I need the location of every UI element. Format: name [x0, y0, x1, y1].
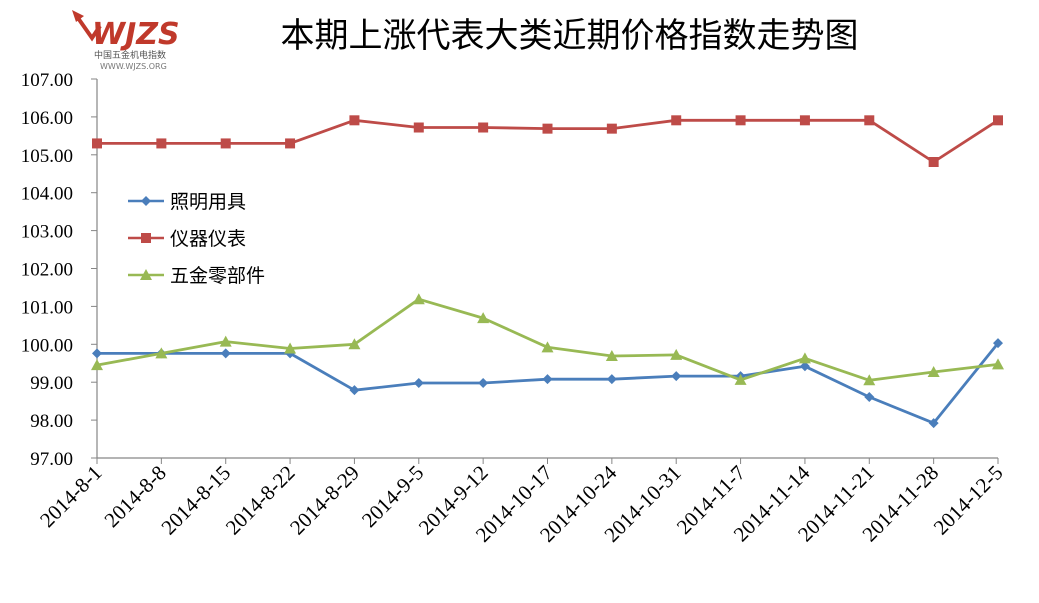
legend-label: 照明用具: [170, 191, 247, 213]
data-point: [285, 138, 296, 149]
data-point: [928, 418, 939, 429]
data-point: [284, 342, 297, 354]
y-tick-label: 105.00: [21, 146, 73, 167]
chart-title: 本期上涨代表大类近期价格指数走势图: [280, 16, 859, 56]
logo-brand: WJZS: [92, 17, 180, 52]
data-point: [92, 138, 102, 149]
data-point: [542, 123, 553, 134]
data-point: [156, 138, 167, 149]
data-point: [605, 350, 618, 362]
data-point: [606, 123, 617, 134]
series-line-3: [96, 297, 999, 382]
data-point: [735, 115, 746, 126]
y-tick-label: 99.00: [30, 373, 73, 394]
data-point: [92, 348, 102, 359]
data-point: [993, 115, 1003, 126]
data-point: [220, 348, 231, 359]
data-point: [993, 338, 1003, 349]
logo-subtitle: 中国五金机电指数: [94, 49, 166, 61]
data-point: [798, 352, 811, 364]
data-point: [671, 115, 682, 126]
legend-item: 五金零部件: [128, 256, 265, 293]
data-point: [478, 122, 489, 133]
y-tick-label: 106.00: [21, 108, 73, 129]
data-point: [734, 373, 747, 385]
data-point: [542, 374, 553, 385]
data-point: [413, 377, 424, 388]
y-tick-label: 102.00: [21, 260, 73, 281]
data-point: [928, 157, 939, 168]
data-point: [478, 377, 489, 388]
y-tick-label: 103.00: [21, 222, 73, 243]
data-point: [864, 115, 875, 126]
data-point: [864, 391, 875, 402]
data-point: [671, 371, 682, 382]
data-point: [155, 347, 168, 359]
x-tick-label: 2014-8-1: [35, 461, 106, 532]
y-tick-label: 101.00: [21, 297, 73, 318]
data-point: [477, 312, 490, 324]
data-point: [412, 293, 425, 305]
data-point: [541, 341, 554, 353]
x-tick-label: 2014-8-22: [221, 461, 300, 540]
data-point: [927, 365, 940, 377]
x-tick-label: 2014-12-5: [929, 461, 1008, 540]
legend: 照明用具 仪器仪表 五金零部件: [128, 182, 265, 293]
data-point: [863, 374, 876, 386]
data-point: [670, 348, 683, 360]
wjzs-logo: WJZS 中国五金机电指数 WWW.WJZS.ORG: [70, 4, 190, 72]
data-point: [799, 361, 810, 372]
legend-label: 仪器仪表: [170, 228, 247, 250]
logo-arrow-icon: [76, 16, 102, 42]
data-point: [799, 115, 810, 126]
data-point: [349, 385, 360, 396]
y-tick-label: 100.00: [21, 335, 73, 356]
data-point: [606, 374, 617, 385]
data-point: [413, 122, 424, 133]
legend-marker: [128, 232, 164, 243]
y-tick-label: 107.00: [21, 70, 73, 91]
y-tick-label: 98.00: [30, 411, 73, 432]
data-point: [91, 359, 103, 371]
data-point: [992, 358, 1004, 370]
legend-marker: [128, 268, 164, 280]
legend-label: 五金零部件: [170, 265, 266, 287]
logo-url: WWW.WJZS.ORG: [100, 62, 167, 71]
y-tick-label: 97.00: [30, 449, 73, 470]
y-tick-label: 104.00: [21, 184, 73, 205]
x-tick-label: 2014-8-29: [285, 461, 364, 540]
x-tick-label: 2014-8-15: [156, 461, 235, 540]
data-point: [219, 335, 232, 347]
data-point: [220, 138, 231, 149]
legend-item: 仪器仪表: [128, 219, 265, 256]
data-point: [348, 338, 361, 350]
legend-marker: [128, 195, 164, 206]
legend-item: 照明用具: [128, 182, 265, 219]
data-point: [349, 115, 360, 126]
